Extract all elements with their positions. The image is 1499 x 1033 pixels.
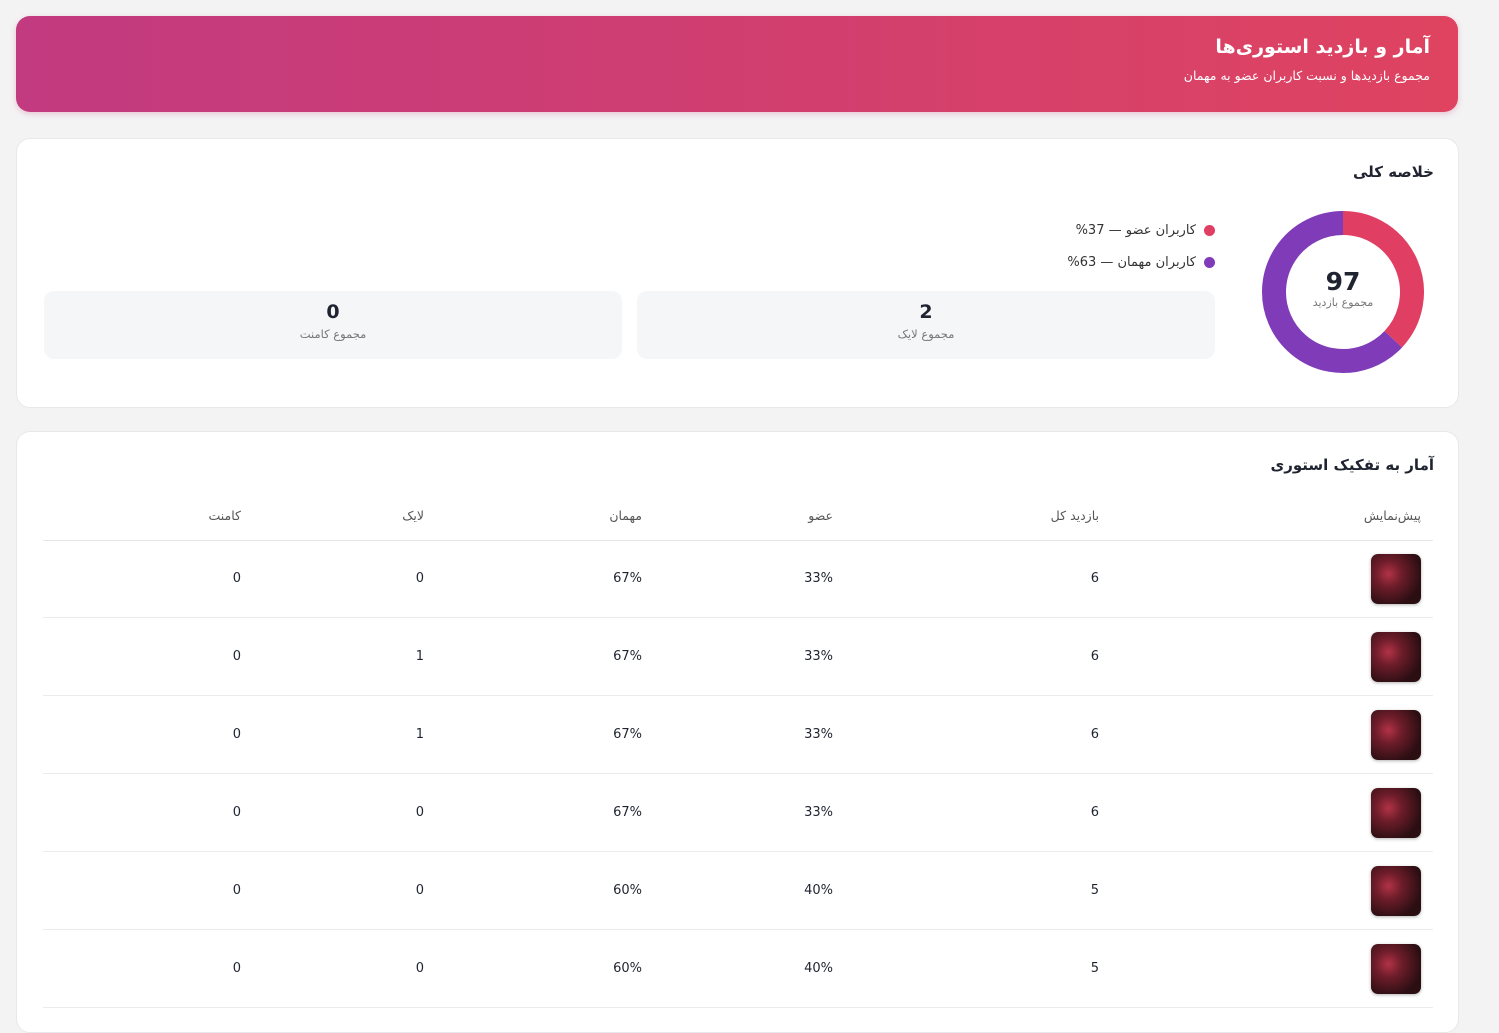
table-cell: 33%	[654, 774, 845, 852]
header-subtitle: مجموع بازدیدها و نسبت کاربران عضو به مهم…	[1183, 68, 1430, 83]
stat-value: 2	[919, 301, 933, 323]
table-cell: 0	[43, 540, 253, 618]
stat-label: مجموع لایک	[897, 327, 955, 341]
preview-cell	[1111, 774, 1433, 852]
stat-value: 0	[326, 301, 340, 323]
table-title: آمار به تفکیک استوری	[1270, 456, 1434, 474]
table-cell: 0	[43, 696, 253, 774]
legend-item: کاربران مهمان — 63%	[1067, 255, 1215, 270]
table-cell: 40%	[654, 930, 845, 1008]
stat-box: 0 مجموع کامنت	[44, 291, 622, 359]
donut-total-label: مجموع بازدید	[1313, 296, 1374, 309]
stat-box: 2 مجموع لایک	[637, 291, 1215, 359]
table-cell: 0	[253, 540, 436, 618]
column-header: بازدید کل	[845, 490, 1111, 541]
table-cell: 33%	[654, 540, 845, 618]
donut-segment	[1342, 211, 1424, 348]
page-body: {"header":{"title":"آمار و بازدید استوری…	[16, 16, 1459, 1033]
table-cell: 67%	[436, 696, 654, 774]
column-header: پیش‌نمایش	[1111, 490, 1433, 541]
table-cell: 0	[253, 930, 436, 1008]
page: Story stats html,body{margin:0;padding:0…	[16, 16, 1459, 1033]
stat-label: مجموع کامنت	[299, 327, 367, 341]
donut-segment	[1262, 211, 1403, 373]
legend-dot	[1204, 225, 1215, 236]
legend-label: کاربران مهمان — 63%	[1067, 255, 1196, 270]
table-cell: 60%	[436, 930, 654, 1008]
table-cell: 6	[845, 540, 1111, 618]
column-header: کامنت	[43, 490, 253, 541]
column-header: عضو	[654, 490, 845, 541]
table-cell: 0	[253, 774, 436, 852]
table-cell: 6	[845, 618, 1111, 696]
preview-cell	[1111, 852, 1433, 930]
table-cell: 0	[43, 930, 253, 1008]
donut-total: 97	[1326, 267, 1361, 296]
story-thumbnail	[1371, 943, 1421, 994]
legend-item: کاربران عضو — 37%	[1076, 223, 1215, 238]
table-cell: 33%	[654, 696, 845, 774]
summary-card: خلاصه کلی 97 مجموع بازدید 2 مجموع لایک 0…	[16, 138, 1459, 408]
table-cell: 0	[43, 618, 253, 696]
table-cell: 0	[253, 852, 436, 930]
column-header: لایک	[253, 490, 436, 541]
story-thumbnail	[1371, 787, 1421, 838]
table-cell: 1	[253, 618, 436, 696]
table-cell: 6	[845, 696, 1111, 774]
preview-cell	[1111, 930, 1433, 1008]
table-cell: 67%	[436, 774, 654, 852]
preview-cell	[1111, 696, 1433, 774]
header-banner: آمار و بازدید استوری‌ها مجموع بازدیدها و…	[16, 16, 1458, 112]
table-cell: 0	[43, 774, 253, 852]
column-header: مهمان	[436, 490, 654, 541]
table-body: 6 33% 67% 0 0 6 33% 67% 1 0 6 33% 67% 1 0 6 33% 67% 0 0 5 40%…	[43, 540, 1433, 1008]
header-title: آمار و بازدید استوری‌ها	[1215, 36, 1430, 58]
table-cell: 1	[253, 696, 436, 774]
table-header: پیش‌نمایش بازدید کل عضو مهمان لایک کامنت	[43, 490, 1433, 541]
table-cell: 0	[43, 852, 253, 930]
summary-title: خلاصه کلی	[1352, 163, 1434, 181]
table-cell: 5	[845, 852, 1111, 930]
legend-dot	[1204, 257, 1215, 268]
table-card: آمار به تفکیک استوری پیش‌نمایش بازدید کل ع…	[16, 431, 1459, 1033]
table-cell: 5	[845, 930, 1111, 1008]
table-cell: 67%	[436, 618, 654, 696]
preview-cell	[1111, 618, 1433, 696]
table-cell: 6	[845, 774, 1111, 852]
donut-chart: 97 مجموع بازدید	[1262, 211, 1424, 373]
preview-cell	[1111, 540, 1433, 618]
story-thumbnail	[1371, 553, 1421, 604]
legend-label: کاربران عضو — 37%	[1075, 223, 1196, 238]
table-cell: 67%	[436, 540, 654, 618]
table-cell: 40%	[654, 852, 845, 930]
story-thumbnail	[1371, 709, 1421, 760]
story-thumbnail	[1371, 865, 1421, 916]
story-thumbnail	[1371, 631, 1421, 682]
table-cell: 33%	[654, 618, 845, 696]
table-cell: 60%	[436, 852, 654, 930]
